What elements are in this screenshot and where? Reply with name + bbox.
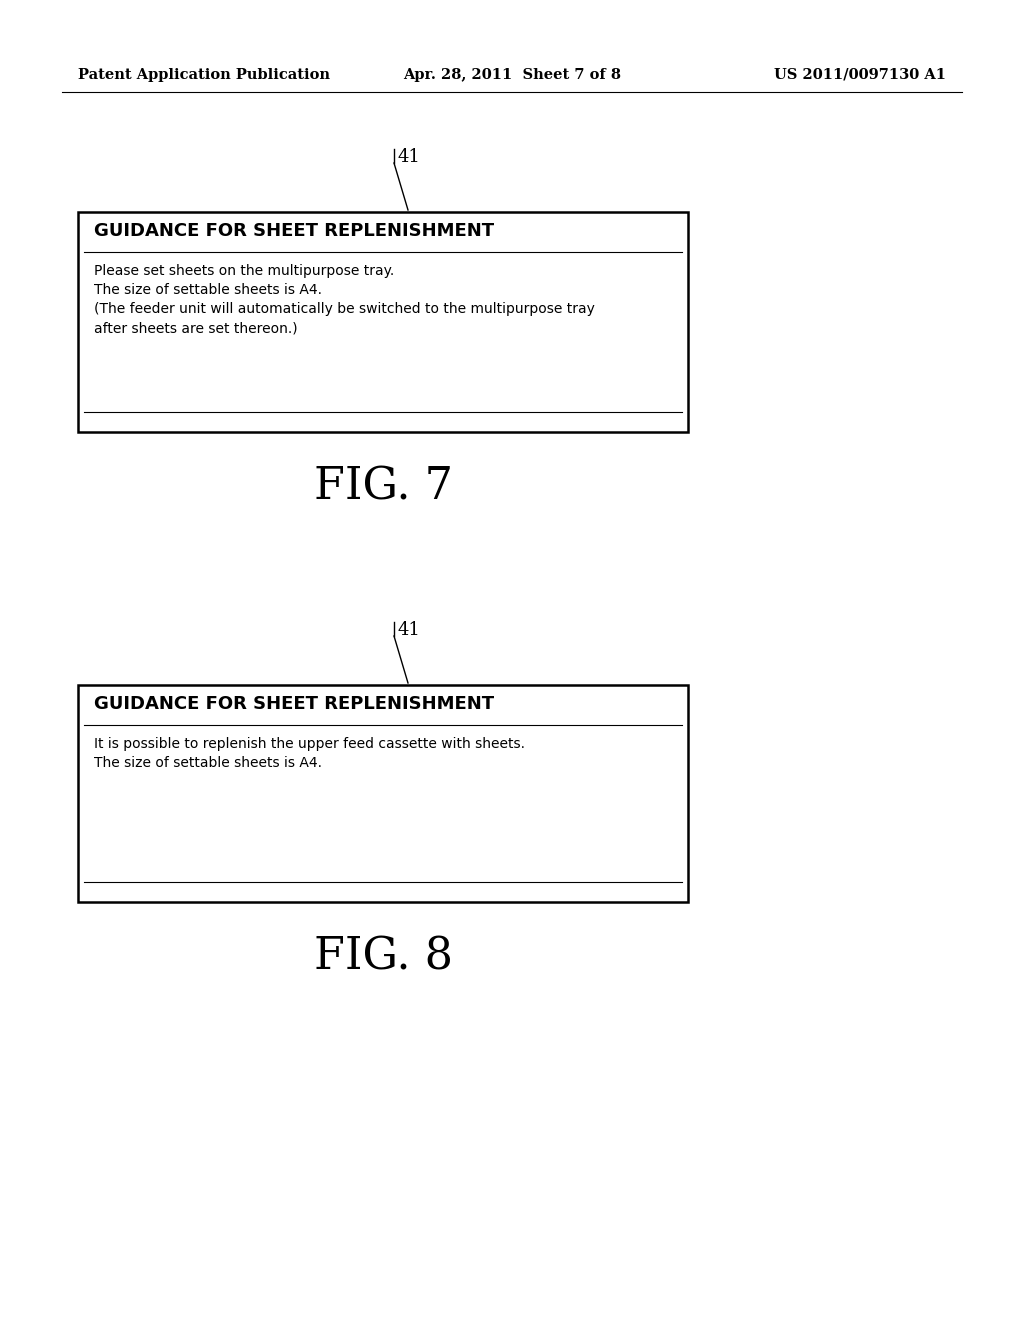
Text: The size of settable sheets is A4.: The size of settable sheets is A4.: [94, 282, 322, 297]
Text: FIG. 7: FIG. 7: [313, 466, 453, 508]
Text: GUIDANCE FOR SHEET REPLENISHMENT: GUIDANCE FOR SHEET REPLENISHMENT: [94, 222, 495, 240]
Text: It is possible to replenish the upper feed cassette with sheets.: It is possible to replenish the upper fe…: [94, 737, 525, 751]
Text: Patent Application Publication: Patent Application Publication: [78, 69, 330, 82]
Text: Apr. 28, 2011  Sheet 7 of 8: Apr. 28, 2011 Sheet 7 of 8: [403, 69, 621, 82]
Text: (The feeder unit will automatically be switched to the multipurpose tray: (The feeder unit will automatically be s…: [94, 302, 595, 315]
Bar: [78, 685, 688, 902]
Text: Please set sheets on the multipurpose tray.: Please set sheets on the multipurpose tr…: [94, 264, 394, 279]
Text: 41: 41: [398, 148, 421, 166]
Bar: [78, 213, 688, 432]
Text: The size of settable sheets is A4.: The size of settable sheets is A4.: [94, 756, 322, 770]
Text: FIG. 8: FIG. 8: [313, 936, 453, 978]
Text: US 2011/0097130 A1: US 2011/0097130 A1: [774, 69, 946, 82]
Text: GUIDANCE FOR SHEET REPLENISHMENT: GUIDANCE FOR SHEET REPLENISHMENT: [94, 696, 495, 713]
Text: 41: 41: [398, 620, 421, 639]
Text: after sheets are set thereon.): after sheets are set thereon.): [94, 321, 298, 335]
